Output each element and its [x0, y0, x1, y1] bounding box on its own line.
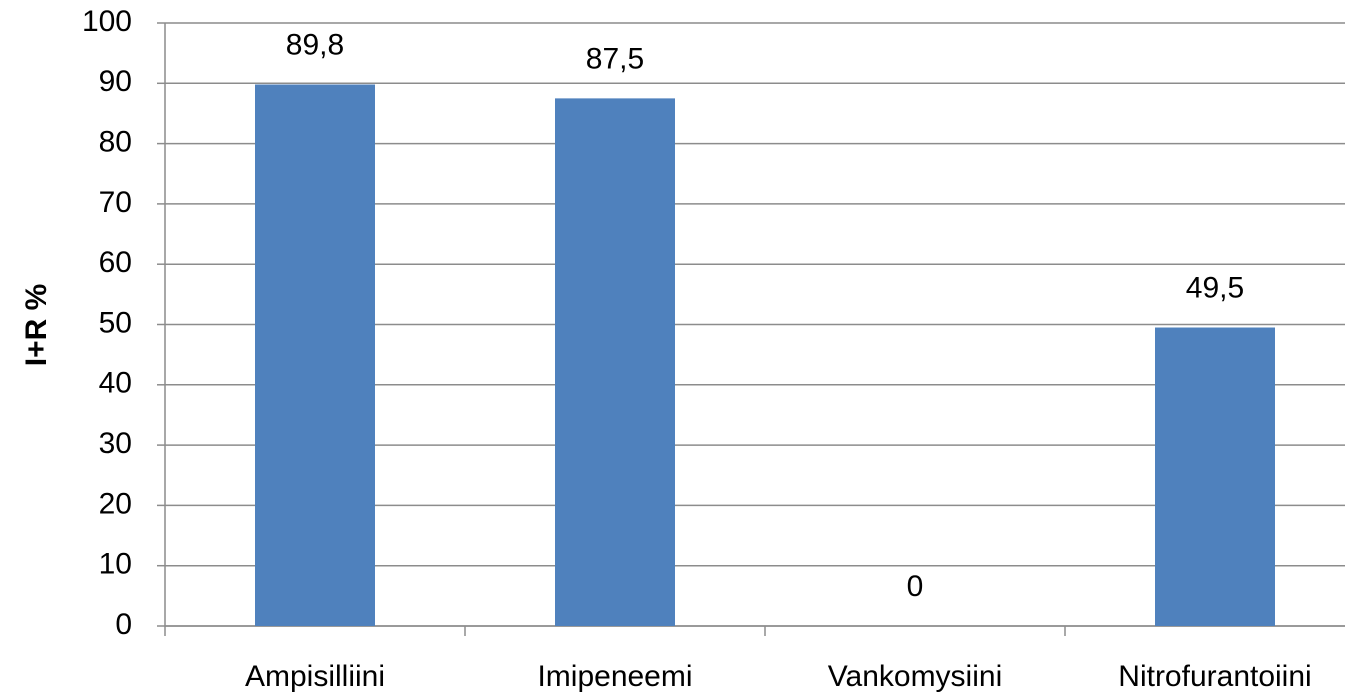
y-tick-label: 0 — [115, 608, 132, 641]
x-tick-label: Nitrofurantoiini — [1118, 660, 1311, 693]
data-label: 89,8 — [286, 28, 344, 61]
data-label: 87,5 — [586, 42, 644, 75]
x-tick-label: Vankomysiini — [828, 660, 1003, 693]
x-tick-label: Imipeneemi — [537, 660, 692, 693]
y-tick-label: 60 — [99, 246, 132, 279]
y-tick-label: 30 — [99, 427, 132, 460]
y-tick-label: 40 — [99, 367, 132, 400]
y-tick-label: 80 — [99, 126, 132, 159]
data-label: 49,5 — [1186, 271, 1244, 304]
data-label: 0 — [907, 570, 924, 603]
y-tick-label: 90 — [99, 65, 132, 98]
y-axis-label: I+R % — [20, 284, 53, 367]
bar — [255, 84, 375, 627]
y-tick-label: 50 — [99, 306, 132, 339]
y-tick-label: 20 — [99, 487, 132, 520]
y-tick-label: 100 — [82, 5, 132, 38]
bar — [1155, 327, 1275, 626]
bar — [555, 98, 675, 626]
x-tick-label: Ampisilliini — [245, 660, 385, 693]
y-tick-label: 10 — [99, 548, 132, 581]
y-tick-label: 70 — [99, 186, 132, 219]
